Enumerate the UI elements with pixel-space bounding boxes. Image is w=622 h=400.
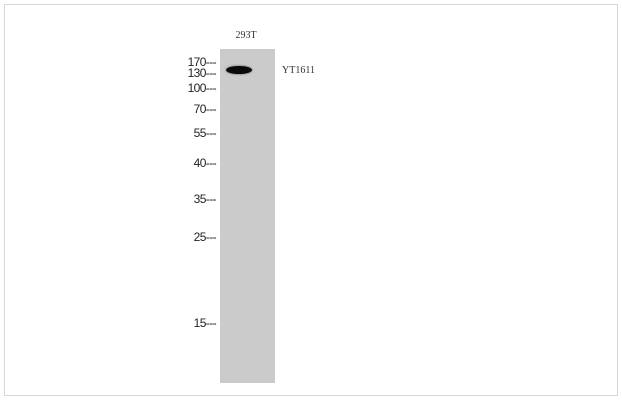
marker-15: 15--- (193, 316, 217, 330)
protein-band (226, 66, 252, 74)
marker-35: 35--- (193, 192, 217, 206)
blot-lane (220, 49, 275, 383)
sample-label: 293T (235, 30, 257, 41)
marker-100: 100--- (187, 81, 217, 95)
marker-170: 170--- (187, 55, 217, 69)
marker-70: 70--- (193, 102, 217, 116)
marker-25: 25--- (193, 230, 217, 244)
marker-40: 40--- (193, 156, 217, 170)
target-label: YT1611 (282, 65, 315, 76)
marker-130: 130--- (187, 66, 217, 80)
figure-frame (4, 4, 618, 396)
marker-55: 55--- (193, 126, 217, 140)
